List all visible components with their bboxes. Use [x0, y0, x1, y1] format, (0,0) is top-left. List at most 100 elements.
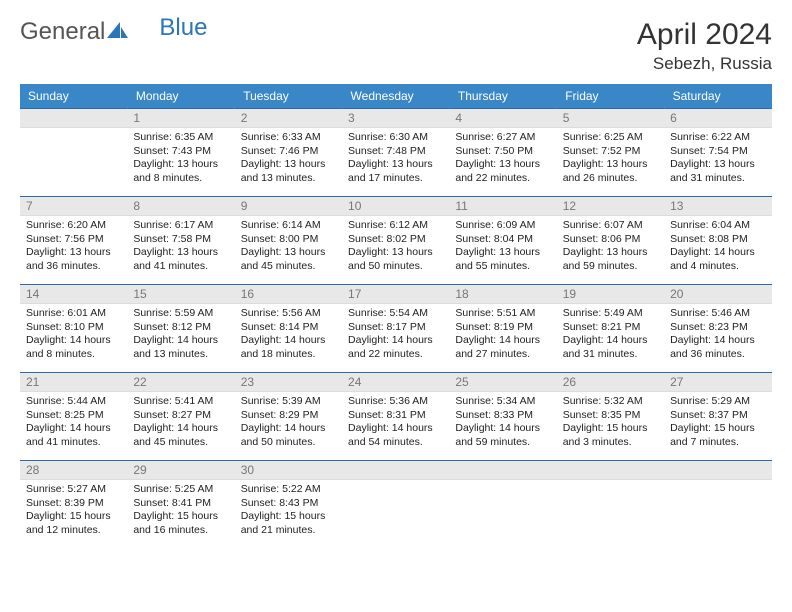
- daylight-text: Daylight: 14 hours and 31 minutes.: [563, 334, 658, 361]
- day-content: Sunrise: 6:25 AMSunset: 7:52 PMDaylight:…: [557, 128, 664, 190]
- sunrise-text: Sunrise: 5:29 AM: [670, 395, 765, 409]
- day-number: 2: [235, 109, 342, 128]
- weekday-header: Wednesday: [342, 84, 449, 109]
- weekday-header: Friday: [557, 84, 664, 109]
- day-number: [557, 461, 664, 480]
- daylight-text: Daylight: 15 hours and 12 minutes.: [26, 510, 121, 537]
- day-content: Sunrise: 6:20 AMSunset: 7:56 PMDaylight:…: [20, 216, 127, 278]
- daylight-text: Daylight: 15 hours and 16 minutes.: [133, 510, 228, 537]
- day-number: 9: [235, 197, 342, 216]
- day-content: Sunrise: 5:36 AMSunset: 8:31 PMDaylight:…: [342, 392, 449, 454]
- calendar-cell: 6Sunrise: 6:22 AMSunset: 7:54 PMDaylight…: [664, 109, 771, 197]
- calendar-cell: [664, 461, 771, 549]
- calendar-cell: [20, 109, 127, 197]
- sunset-text: Sunset: 8:27 PM: [133, 409, 228, 423]
- sunrise-text: Sunrise: 6:14 AM: [241, 219, 336, 233]
- sunset-text: Sunset: 8:19 PM: [455, 321, 550, 335]
- daylight-text: Daylight: 14 hours and 27 minutes.: [455, 334, 550, 361]
- sunrise-text: Sunrise: 5:39 AM: [241, 395, 336, 409]
- daylight-text: Daylight: 13 hours and 26 minutes.: [563, 158, 658, 185]
- calendar-cell: 10Sunrise: 6:12 AMSunset: 8:02 PMDayligh…: [342, 197, 449, 285]
- sunset-text: Sunset: 7:43 PM: [133, 145, 228, 159]
- sunset-text: Sunset: 8:41 PM: [133, 497, 228, 511]
- day-content: Sunrise: 6:27 AMSunset: 7:50 PMDaylight:…: [449, 128, 556, 190]
- sunset-text: Sunset: 8:06 PM: [563, 233, 658, 247]
- day-content: Sunrise: 6:07 AMSunset: 8:06 PMDaylight:…: [557, 216, 664, 278]
- daylight-text: Daylight: 14 hours and 36 minutes.: [670, 334, 765, 361]
- day-content: Sunrise: 5:27 AMSunset: 8:39 PMDaylight:…: [20, 480, 127, 542]
- weekday-header: Saturday: [664, 84, 771, 109]
- calendar-cell: 28Sunrise: 5:27 AMSunset: 8:39 PMDayligh…: [20, 461, 127, 549]
- day-content: Sunrise: 6:17 AMSunset: 7:58 PMDaylight:…: [127, 216, 234, 278]
- page-header: General Blue April 2024 Sebezh, Russia: [20, 18, 772, 74]
- day-content: Sunrise: 6:12 AMSunset: 8:02 PMDaylight:…: [342, 216, 449, 278]
- daylight-text: Daylight: 14 hours and 59 minutes.: [455, 422, 550, 449]
- daylight-text: Daylight: 13 hours and 17 minutes.: [348, 158, 443, 185]
- day-content: Sunrise: 5:32 AMSunset: 8:35 PMDaylight:…: [557, 392, 664, 454]
- day-content: Sunrise: 6:01 AMSunset: 8:10 PMDaylight:…: [20, 304, 127, 366]
- calendar-cell: 14Sunrise: 6:01 AMSunset: 8:10 PMDayligh…: [20, 285, 127, 373]
- day-number: 17: [342, 285, 449, 304]
- weekday-header: Thursday: [449, 84, 556, 109]
- calendar-table: Sunday Monday Tuesday Wednesday Thursday…: [20, 84, 772, 549]
- calendar-cell: 1Sunrise: 6:35 AMSunset: 7:43 PMDaylight…: [127, 109, 234, 197]
- day-content: Sunrise: 5:51 AMSunset: 8:19 PMDaylight:…: [449, 304, 556, 366]
- sunset-text: Sunset: 8:31 PM: [348, 409, 443, 423]
- calendar-row: 28Sunrise: 5:27 AMSunset: 8:39 PMDayligh…: [20, 461, 772, 549]
- day-number: 21: [20, 373, 127, 392]
- day-number: [20, 109, 127, 128]
- calendar-row: 14Sunrise: 6:01 AMSunset: 8:10 PMDayligh…: [20, 285, 772, 373]
- day-number: 10: [342, 197, 449, 216]
- sunset-text: Sunset: 8:29 PM: [241, 409, 336, 423]
- calendar-cell: 16Sunrise: 5:56 AMSunset: 8:14 PMDayligh…: [235, 285, 342, 373]
- weekday-header: Monday: [127, 84, 234, 109]
- calendar-cell: 22Sunrise: 5:41 AMSunset: 8:27 PMDayligh…: [127, 373, 234, 461]
- day-content: Sunrise: 6:30 AMSunset: 7:48 PMDaylight:…: [342, 128, 449, 190]
- day-number: 12: [557, 197, 664, 216]
- day-number: [664, 461, 771, 480]
- day-content: Sunrise: 5:41 AMSunset: 8:27 PMDaylight:…: [127, 392, 234, 454]
- day-number: [342, 461, 449, 480]
- sunset-text: Sunset: 8:08 PM: [670, 233, 765, 247]
- sunset-text: Sunset: 8:02 PM: [348, 233, 443, 247]
- day-content: Sunrise: 5:22 AMSunset: 8:43 PMDaylight:…: [235, 480, 342, 542]
- day-content: Sunrise: 5:54 AMSunset: 8:17 PMDaylight:…: [342, 304, 449, 366]
- sunrise-text: Sunrise: 5:41 AM: [133, 395, 228, 409]
- sunset-text: Sunset: 8:25 PM: [26, 409, 121, 423]
- day-content: Sunrise: 6:09 AMSunset: 8:04 PMDaylight:…: [449, 216, 556, 278]
- sunset-text: Sunset: 8:33 PM: [455, 409, 550, 423]
- sunrise-text: Sunrise: 5:34 AM: [455, 395, 550, 409]
- day-content: Sunrise: 6:14 AMSunset: 8:00 PMDaylight:…: [235, 216, 342, 278]
- calendar-cell: [342, 461, 449, 549]
- day-number: 4: [449, 109, 556, 128]
- sunset-text: Sunset: 7:46 PM: [241, 145, 336, 159]
- sunrise-text: Sunrise: 5:36 AM: [348, 395, 443, 409]
- daylight-text: Daylight: 13 hours and 13 minutes.: [241, 158, 336, 185]
- day-number: 15: [127, 285, 234, 304]
- sunset-text: Sunset: 7:54 PM: [670, 145, 765, 159]
- sunrise-text: Sunrise: 6:25 AM: [563, 131, 658, 145]
- daylight-text: Daylight: 14 hours and 13 minutes.: [133, 334, 228, 361]
- calendar-cell: 2 Sunrise: 6:33 AMSunset: 7:46 PMDaylight…: [235, 109, 342, 197]
- sunrise-text: Sunrise: 5:56 AM: [241, 307, 336, 321]
- sunrise-text: Sunrise: 5:54 AM: [348, 307, 443, 321]
- sunrise-text: Sunrise: 6:07 AM: [563, 219, 658, 233]
- daylight-text: Daylight: 13 hours and 45 minutes.: [241, 246, 336, 273]
- calendar-cell: 27Sunrise: 5:29 AMSunset: 8:37 PMDayligh…: [664, 373, 771, 461]
- sunrise-text: Sunrise: 5:27 AM: [26, 483, 121, 497]
- calendar-cell: 24Sunrise: 5:36 AMSunset: 8:31 PMDayligh…: [342, 373, 449, 461]
- calendar-cell: 9Sunrise: 6:14 AMSunset: 8:00 PMDaylight…: [235, 197, 342, 285]
- day-number: 27: [664, 373, 771, 392]
- sunrise-text: Sunrise: 6:33 AM: [241, 131, 336, 145]
- daylight-text: Daylight: 13 hours and 59 minutes.: [563, 246, 658, 273]
- day-number: [449, 461, 556, 480]
- day-number: 29: [127, 461, 234, 480]
- sunset-text: Sunset: 8:37 PM: [670, 409, 765, 423]
- calendar-cell: 13Sunrise: 6:04 AMSunset: 8:08 PMDayligh…: [664, 197, 771, 285]
- day-number: 22: [127, 373, 234, 392]
- sunset-text: Sunset: 8:04 PM: [455, 233, 550, 247]
- day-number: 28: [20, 461, 127, 480]
- day-number: 24: [342, 373, 449, 392]
- day-number: 13: [664, 197, 771, 216]
- calendar-cell: 3Sunrise: 6:30 AMSunset: 7:48 PMDaylight…: [342, 109, 449, 197]
